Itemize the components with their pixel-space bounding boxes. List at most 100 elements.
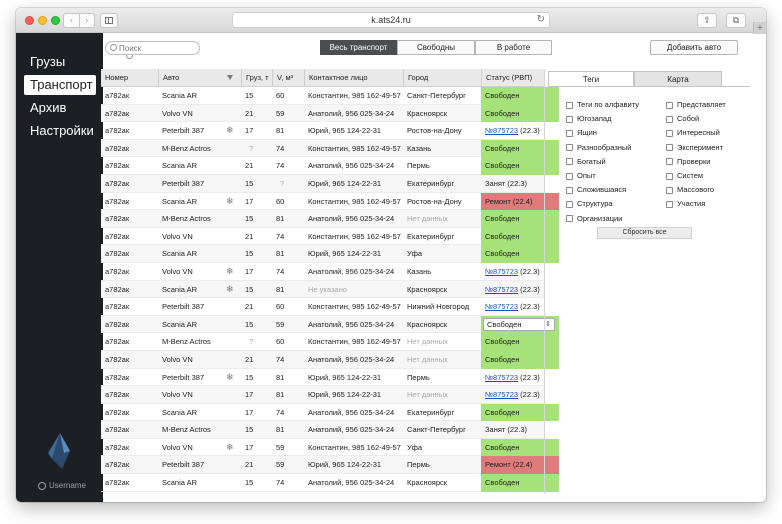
- order-link[interactable]: №875723: [485, 390, 519, 400]
- table-row[interactable]: а782ак Peterbilt 387 17 81 Юрий, 965 124-22-…: [101, 122, 544, 140]
- address-bar[interactable]: k.ats24.ru ↻: [232, 12, 550, 28]
- tag-checkbox[interactable]: [566, 200, 573, 208]
- new-tab-icon[interactable]: +: [753, 22, 766, 34]
- tag-right-1[interactable]: Собой: [666, 113, 699, 125]
- share-icon[interactable]: ⇪: [697, 13, 717, 28]
- table-row[interactable]: а782ак Scania AR 17 60 Константин, 985 162-4…: [101, 192, 559, 211]
- table-row[interactable]: а782ак Scania AR 15 60 Константин, 985 162-4…: [101, 87, 559, 105]
- user-icon: [38, 481, 46, 490]
- zoom-window-button[interactable]: [51, 16, 60, 25]
- tag-right-0[interactable]: Представляет: [666, 99, 726, 111]
- sort-arrow-icon[interactable]: [227, 75, 233, 80]
- table-row[interactable]: а782ак Peterbilt 387 15? Юрий, 965 124-22-3…: [101, 174, 544, 193]
- sidebar-item-0[interactable]: Грузы: [30, 54, 66, 69]
- tag-left-7[interactable]: Структура: [566, 198, 613, 210]
- sidebar-item-2[interactable]: Архив: [30, 100, 67, 115]
- column-header-3[interactable]: V, м³: [272, 69, 293, 87]
- tag-left-6[interactable]: Сложившаяся: [566, 184, 626, 196]
- user-profile[interactable]: Username: [38, 481, 86, 490]
- back-icon[interactable]: ‹: [64, 14, 80, 27]
- table-row[interactable]: а782ак Peterbilt 387 21 60 Константин, 985 1…: [101, 298, 544, 316]
- sidebar-item-3[interactable]: Настройки: [30, 123, 94, 138]
- search-input[interactable]: [105, 41, 200, 55]
- tag-checkbox[interactable]: [666, 200, 673, 208]
- order-link[interactable]: №875723: [485, 302, 519, 312]
- tag-left-2[interactable]: Ящин: [566, 127, 597, 139]
- status-select[interactable]: Свободен ⇕: [483, 317, 555, 331]
- table-row[interactable]: а782ак Volvo VN 17 81 Юрий, 965 124-22-31 Нет…: [101, 386, 544, 404]
- column-header-0[interactable]: Номер: [105, 73, 129, 82]
- column-header-6[interactable]: Статус (РВП): [481, 69, 532, 87]
- tag-right-5[interactable]: Систем: [666, 170, 703, 182]
- close-window-button[interactable]: [25, 16, 34, 25]
- tag-checkbox[interactable]: [566, 158, 573, 166]
- tag-right-6[interactable]: Массового: [666, 184, 714, 196]
- tag-checkbox[interactable]: [666, 101, 673, 109]
- tag-checkbox[interactable]: [666, 129, 673, 137]
- filter-tab-0[interactable]: Весь транспорт: [320, 40, 397, 55]
- tag-right-3[interactable]: Эксперимент: [666, 142, 723, 154]
- table-row[interactable]: а782ак M-Benz Actros 15 81 Анатолий, 956 025…: [101, 421, 544, 439]
- table-row[interactable]: а782ак Volvo VN 21 74 Константин, 985 162-49…: [101, 227, 559, 246]
- column-header-4[interactable]: Контактное лицо: [304, 69, 368, 87]
- table-row[interactable]: а782ак Peterbilt 387 21 59 Юрий, 965 124-22-…: [101, 456, 559, 475]
- sidebar-item-1[interactable]: Транспорт: [24, 75, 96, 95]
- table-row[interactable]: а782ак Volvo VN 17 59 Константин, 985 162-49…: [101, 438, 559, 457]
- sidebar-toggle-icon[interactable]: [100, 13, 118, 28]
- table-row[interactable]: а782ак Volvo VN 17 74 Анатолий, 956 025-34-2…: [101, 263, 544, 281]
- tabs-overview-icon[interactable]: ⧉: [726, 13, 746, 28]
- tag-checkbox[interactable]: [566, 101, 573, 109]
- table-row[interactable]: а782ак Scania AR 17 74 Анатолий, 956 025-34-…: [101, 403, 559, 422]
- table-row[interactable]: а782ак Scania AR 15 59 Анатолий, 956 025-34-…: [101, 315, 559, 334]
- column-header-2[interactable]: Груз, т: [241, 69, 269, 87]
- reload-icon[interactable]: ↻: [536, 14, 545, 25]
- table-row[interactable]: а782ак Volvo VN 21 59 Анатолий, 956 025-34-2…: [101, 104, 559, 123]
- table-row[interactable]: а782ак M-Benz Actros? 74 Константин, 985 16…: [101, 139, 559, 158]
- tag-left-8[interactable]: Организации: [566, 213, 622, 225]
- cell-num: а782ак: [105, 284, 130, 294]
- filter-tab-2[interactable]: В работе: [475, 40, 552, 55]
- table-row[interactable]: а782ак Scania AR 15 81 Не указано Красноярск ❄…: [101, 280, 544, 299]
- table-row[interactable]: а782ак Scania AR 15 81 Юрий, 965 124-22-31 Уф…: [101, 245, 559, 263]
- reset-tags-button[interactable]: Сбросить все: [597, 227, 692, 239]
- order-link[interactable]: №875723: [485, 372, 519, 382]
- tag-checkbox[interactable]: [666, 158, 673, 166]
- tag-checkbox[interactable]: [666, 115, 673, 123]
- tag-checkbox[interactable]: [566, 215, 573, 223]
- panel-tab-0[interactable]: Теги: [548, 71, 634, 87]
- column-header-1[interactable]: Авто: [158, 69, 179, 87]
- table-row[interactable]: а782ак Peterbilt 387 15 81 Юрий, 965 124-22-…: [101, 369, 544, 387]
- tag-right-2[interactable]: Интересный: [666, 127, 720, 139]
- tag-checkbox[interactable]: [566, 115, 573, 123]
- table-row[interactable]: а782ак M-Benz Actros? 60 Константин, 985 16…: [101, 333, 559, 351]
- tag-left-0[interactable]: Теги по алфавиту: [566, 99, 639, 111]
- tag-right-7[interactable]: Участия: [666, 198, 705, 210]
- table-row[interactable]: а782ак Volvo VN 21 74 Анатолий, 956 025-34-2…: [101, 350, 559, 369]
- add-vehicle-button[interactable]: Добавить авто: [650, 40, 738, 55]
- forward-icon[interactable]: ›: [85, 15, 89, 25]
- panel-tab-1[interactable]: Карта: [634, 71, 722, 87]
- tag-left-4[interactable]: Богатый: [566, 156, 606, 168]
- cell-contact: Юрий, 965 124-22-31: [308, 249, 382, 259]
- table-row[interactable]: а782ак Scania AR 15 74 Анатолий, 956 025-34-…: [101, 474, 559, 492]
- order-link[interactable]: №875723: [485, 284, 519, 294]
- tag-checkbox[interactable]: [666, 172, 673, 180]
- column-header-5[interactable]: Город: [403, 69, 428, 87]
- tag-checkbox[interactable]: [566, 186, 573, 194]
- table-row[interactable]: а782ак Scania AR 21 74 Анатолий, 956 025-34-…: [101, 157, 559, 175]
- tag-checkbox[interactable]: [666, 186, 673, 194]
- cell-num: а782ак: [105, 266, 130, 276]
- tag-left-1[interactable]: Югозапад: [566, 113, 611, 125]
- table-row[interactable]: а782ак M-Benz Actros 15 81 Анатолий, 956 025…: [101, 210, 559, 228]
- tag-checkbox[interactable]: [566, 172, 573, 180]
- order-link[interactable]: №875723: [485, 126, 519, 136]
- minimize-window-button[interactable]: [38, 16, 47, 25]
- tag-checkbox[interactable]: [666, 144, 673, 152]
- order-link[interactable]: №875723: [485, 266, 519, 276]
- tag-left-3[interactable]: Разнообразный: [566, 142, 631, 154]
- tag-left-5[interactable]: Опыт: [566, 170, 596, 182]
- tag-checkbox[interactable]: [566, 129, 573, 137]
- tag-checkbox[interactable]: [566, 144, 573, 152]
- tag-right-4[interactable]: Проверки: [666, 156, 710, 168]
- filter-tab-1[interactable]: Свободны: [397, 40, 475, 55]
